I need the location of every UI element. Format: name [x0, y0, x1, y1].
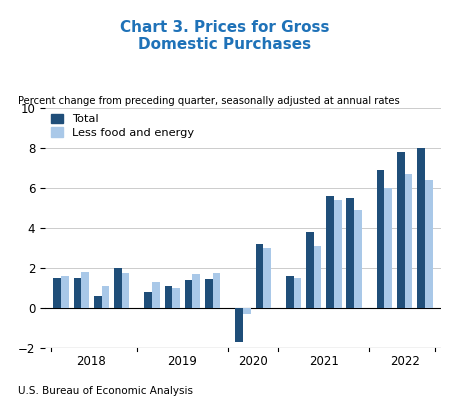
Bar	[102, 286, 109, 308]
Bar	[334, 200, 342, 308]
Text: 2018: 2018	[76, 355, 106, 368]
Bar	[185, 280, 193, 308]
Text: Chart 3. Prices for Gross
Domestic Purchases: Chart 3. Prices for Gross Domestic Purch…	[120, 20, 330, 52]
Bar	[263, 248, 271, 308]
Bar	[144, 292, 152, 308]
Bar	[193, 274, 200, 308]
Bar	[326, 196, 334, 308]
Bar	[256, 244, 263, 308]
Bar	[122, 273, 130, 308]
Bar	[354, 210, 362, 308]
Bar	[346, 198, 354, 308]
Bar	[306, 232, 314, 308]
Bar	[61, 276, 69, 308]
Bar	[165, 286, 172, 308]
Bar	[152, 282, 160, 308]
Bar	[417, 148, 425, 308]
Bar	[397, 152, 405, 308]
Bar	[286, 276, 293, 308]
Legend: Total, Less food and energy: Total, Less food and energy	[51, 114, 194, 138]
Bar	[243, 308, 251, 314]
Bar	[405, 174, 412, 308]
Bar	[172, 288, 180, 308]
Text: 2021: 2021	[309, 355, 339, 368]
Bar	[377, 170, 384, 308]
Bar	[54, 278, 61, 308]
Text: 2019: 2019	[167, 355, 198, 368]
Bar	[94, 296, 102, 308]
Bar	[205, 279, 213, 308]
Bar	[314, 246, 321, 308]
Bar	[425, 180, 432, 308]
Bar	[213, 273, 220, 308]
Bar	[235, 308, 243, 342]
Bar	[384, 188, 392, 308]
Bar	[114, 268, 122, 308]
Text: 2020: 2020	[238, 355, 268, 368]
Text: Percent change from preceding quarter, seasonally adjusted at annual rates: Percent change from preceding quarter, s…	[18, 96, 400, 106]
Bar	[293, 278, 301, 308]
Text: U.S. Bureau of Economic Analysis: U.S. Bureau of Economic Analysis	[18, 386, 193, 396]
Bar	[81, 272, 89, 308]
Text: 2022: 2022	[390, 355, 419, 368]
Bar	[74, 278, 81, 308]
